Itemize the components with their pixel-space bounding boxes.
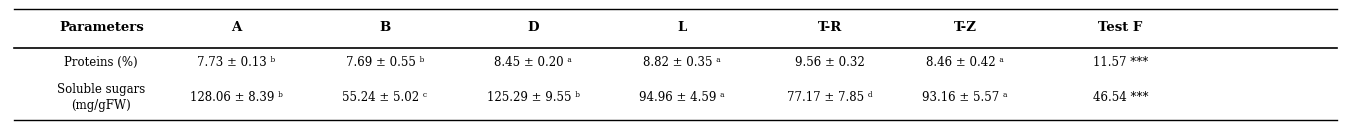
Text: D: D: [528, 21, 539, 34]
Text: Parameters: Parameters: [59, 21, 143, 34]
Text: 9.56 ± 0.32: 9.56 ± 0.32: [795, 56, 865, 69]
Text: A: A: [231, 21, 242, 34]
Text: 93.16 ± 5.57 ᵃ: 93.16 ± 5.57 ᵃ: [922, 91, 1008, 104]
Text: T-R: T-R: [818, 21, 842, 34]
Text: L: L: [678, 21, 686, 34]
Text: 94.96 ± 4.59 ᵃ: 94.96 ± 4.59 ᵃ: [639, 91, 725, 104]
Text: Test F: Test F: [1099, 21, 1142, 34]
Text: 7.69 ± 0.55 ᵇ: 7.69 ± 0.55 ᵇ: [346, 56, 424, 69]
Text: 55.24 ± 5.02 ᶜ: 55.24 ± 5.02 ᶜ: [343, 91, 427, 104]
Text: 128.06 ± 8.39 ᵇ: 128.06 ± 8.39 ᵇ: [190, 91, 282, 104]
Text: B: B: [379, 21, 390, 34]
Text: 11.57 ***: 11.57 ***: [1094, 56, 1148, 69]
Text: 8.46 ± 0.42 ᵃ: 8.46 ± 0.42 ᵃ: [926, 56, 1004, 69]
Text: 77.17 ± 7.85 ᵈ: 77.17 ± 7.85 ᵈ: [787, 91, 873, 104]
Text: 8.45 ± 0.20 ᵃ: 8.45 ± 0.20 ᵃ: [494, 56, 572, 69]
Text: 46.54 ***: 46.54 ***: [1092, 91, 1149, 104]
Text: 7.73 ± 0.13 ᵇ: 7.73 ± 0.13 ᵇ: [197, 56, 275, 69]
Text: Proteins (%): Proteins (%): [65, 56, 138, 69]
Text: Soluble sugars
(mg/gFW): Soluble sugars (mg/gFW): [57, 82, 146, 112]
Text: T-Z: T-Z: [953, 21, 977, 34]
Text: 125.29 ± 9.55 ᵇ: 125.29 ± 9.55 ᵇ: [487, 91, 579, 104]
Text: 8.82 ± 0.35 ᵃ: 8.82 ± 0.35 ᵃ: [643, 56, 721, 69]
